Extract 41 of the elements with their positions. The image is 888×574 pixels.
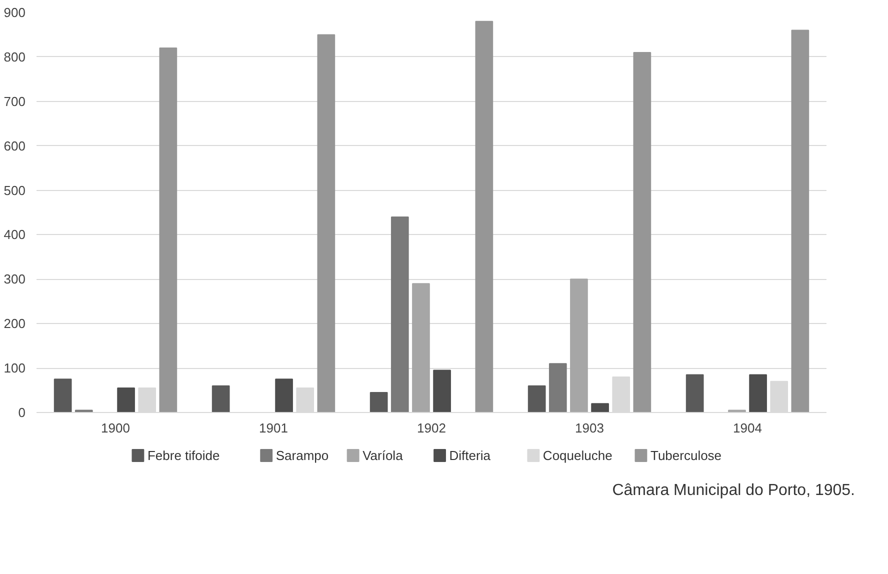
bar <box>117 388 135 412</box>
y-tick-label: 400 <box>4 227 26 242</box>
legend-label: Coqueluche <box>542 448 612 463</box>
y-tick-label: 0 <box>18 405 26 420</box>
legend-label: Varíola <box>362 448 404 463</box>
bar <box>54 378 72 412</box>
legend-label: Tuberculose <box>650 448 722 463</box>
bar <box>633 52 652 412</box>
bar <box>791 30 810 412</box>
y-tick-label: 900 <box>4 5 26 20</box>
x-tick-label: 1901 <box>259 420 288 436</box>
y-tick-label: 500 <box>4 182 26 198</box>
legend-label: Sarampo <box>276 448 329 463</box>
text: Câmara Municipal do Porto, 1905. <box>612 481 855 501</box>
legend-label: Difteria <box>449 448 492 463</box>
x-tick-label: 1900 <box>101 420 130 436</box>
x-tick-label: 1903 <box>575 420 604 436</box>
bar <box>159 48 178 412</box>
bar <box>686 374 704 412</box>
bar <box>528 385 546 412</box>
bar <box>548 363 567 412</box>
bar <box>212 385 230 412</box>
bar <box>390 216 409 412</box>
bar <box>570 278 588 412</box>
x-tick-label: 1904 <box>733 420 762 436</box>
x-tick-label: 1902 <box>417 420 446 436</box>
y-tick-label: 800 <box>4 49 26 64</box>
bar <box>370 392 388 412</box>
bar <box>275 378 293 412</box>
y-tick-label: 600 <box>4 138 26 154</box>
bar <box>591 403 609 412</box>
y-tick-label: 700 <box>4 94 26 109</box>
y-tick-label: 300 <box>4 272 26 287</box>
y-tick-label: 100 <box>4 360 26 376</box>
bar <box>412 283 430 412</box>
bar <box>317 34 336 412</box>
y-tick-label: 200 <box>4 316 26 332</box>
bar <box>433 370 451 412</box>
bar <box>475 20 494 412</box>
bar <box>749 374 767 412</box>
legend-label: Febre tifoide <box>147 448 220 463</box>
